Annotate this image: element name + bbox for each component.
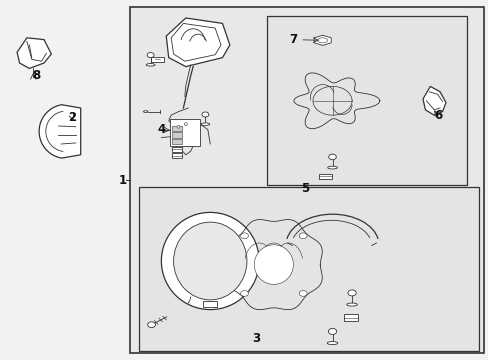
- Ellipse shape: [184, 123, 187, 126]
- Ellipse shape: [328, 154, 336, 159]
- Bar: [266, 16, 466, 185]
- Bar: [170, 119, 199, 146]
- Polygon shape: [166, 18, 229, 67]
- Polygon shape: [422, 86, 445, 115]
- Ellipse shape: [240, 233, 248, 239]
- Ellipse shape: [147, 53, 154, 58]
- Bar: [172, 132, 182, 138]
- Bar: [203, 301, 217, 307]
- Ellipse shape: [327, 166, 337, 169]
- Ellipse shape: [328, 328, 336, 334]
- Bar: [150, 57, 164, 62]
- Ellipse shape: [147, 322, 155, 328]
- Ellipse shape: [299, 233, 306, 239]
- Text: 1: 1: [119, 174, 127, 186]
- Polygon shape: [314, 35, 330, 45]
- Ellipse shape: [254, 245, 293, 284]
- Text: 3: 3: [252, 332, 260, 345]
- Bar: [171, 147, 182, 152]
- Ellipse shape: [240, 291, 248, 296]
- Ellipse shape: [202, 112, 208, 117]
- Ellipse shape: [326, 342, 337, 345]
- Ellipse shape: [173, 222, 246, 300]
- Bar: [129, 7, 483, 353]
- Text: 7: 7: [289, 33, 317, 46]
- Ellipse shape: [347, 290, 355, 296]
- Polygon shape: [39, 105, 81, 158]
- Ellipse shape: [146, 63, 155, 66]
- Text: 8: 8: [33, 69, 41, 82]
- Ellipse shape: [177, 125, 180, 128]
- Text: 2: 2: [68, 111, 76, 124]
- Ellipse shape: [299, 291, 306, 296]
- Ellipse shape: [161, 212, 259, 310]
- Ellipse shape: [317, 38, 327, 43]
- Text: 4: 4: [157, 123, 169, 136]
- Bar: [172, 126, 182, 131]
- Ellipse shape: [201, 123, 209, 125]
- Bar: [344, 315, 357, 320]
- Bar: [139, 187, 478, 351]
- Text: 5: 5: [301, 183, 309, 195]
- Bar: [171, 153, 182, 158]
- Ellipse shape: [346, 303, 357, 306]
- Bar: [172, 139, 182, 144]
- Text: 6: 6: [433, 109, 441, 122]
- Ellipse shape: [143, 111, 147, 112]
- Bar: [318, 174, 331, 179]
- Polygon shape: [17, 38, 51, 68]
